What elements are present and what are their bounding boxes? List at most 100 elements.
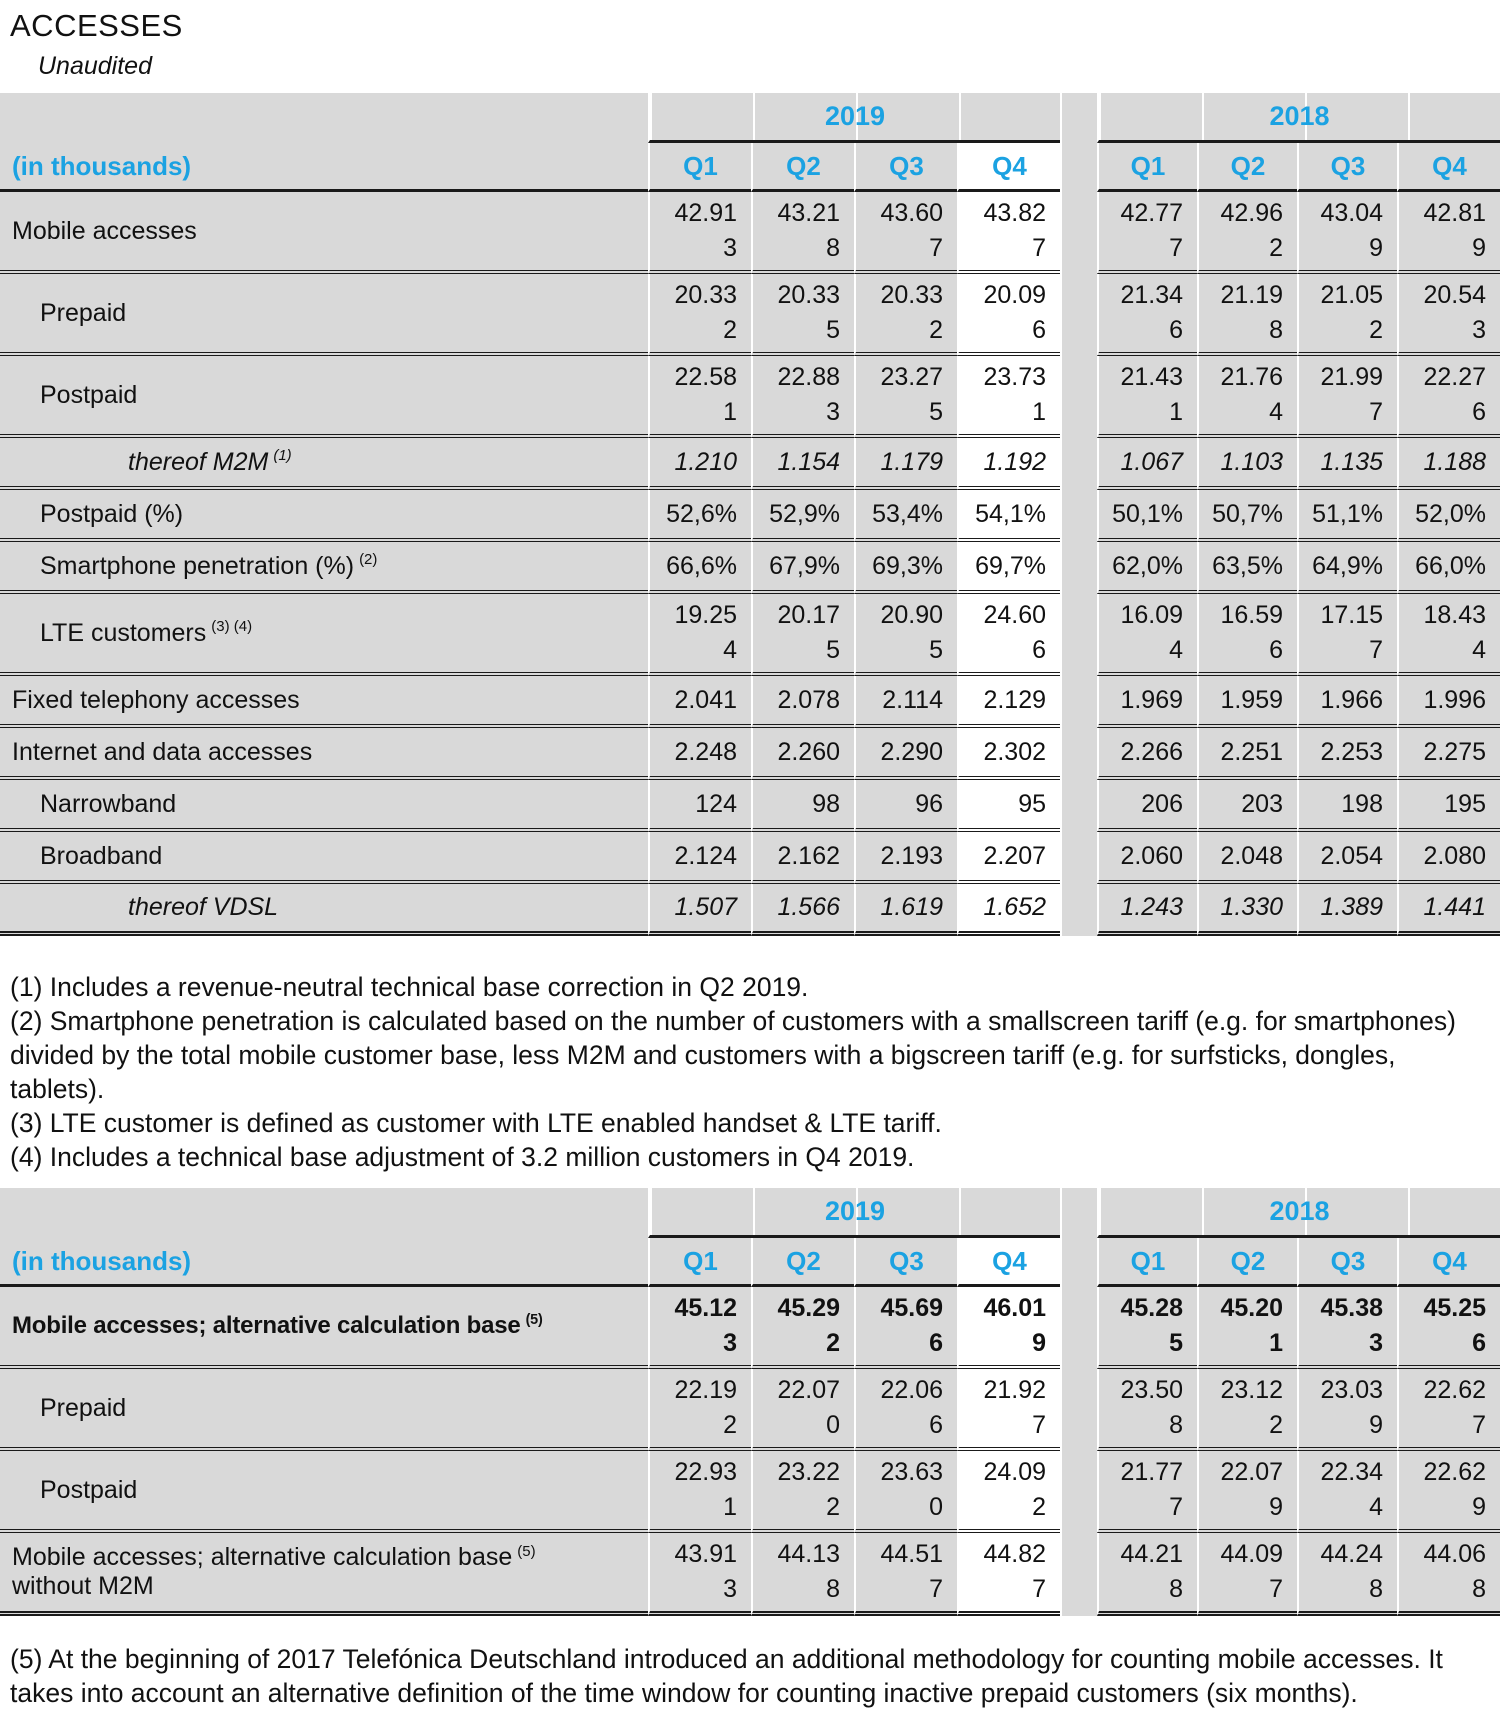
value-cell: 2.248 [648,728,751,780]
value-cell: 20.175 [751,594,854,676]
row-label-text: Postpaid [40,380,138,409]
footnote: (3) LTE customer is defined as customer … [10,1108,942,1138]
column-gap [1060,1287,1097,1369]
value-cell: 20.332 [854,274,957,356]
row-label: Prepaid [0,274,648,356]
value: 24.092 [983,1458,1046,1521]
value-cell: 124 [648,780,751,832]
column-gap [1060,1369,1097,1451]
value-cell: 45.201 [1197,1287,1297,1369]
value-cell: 22.066 [854,1369,957,1451]
value-cell: 2.207 [957,832,1060,884]
value-cell: 52,9% [751,490,854,542]
value-cell: 2.266 [1097,728,1197,780]
footnote-ref: (5) [525,1312,543,1328]
value-cell: 52,0% [1397,490,1500,542]
value-cell: 2.193 [854,832,957,884]
row-label-line2: without M2M [12,1572,154,1600]
value-cell: 1.192 [957,438,1060,490]
year-header-2019: 2019 [648,1188,1060,1238]
row-label: Prepaid [0,1369,648,1451]
value: 43.913 [674,1540,737,1603]
value-cell: 44.827 [957,1533,1060,1616]
value-cell: 69,7% [957,542,1060,594]
value-cell: 22.070 [751,1369,854,1451]
row-label-text: Prepaid [40,1393,127,1422]
value: 45.123 [674,1294,737,1357]
value: 1.996 [1423,685,1486,714]
value-cell: 1.389 [1297,884,1397,936]
row-label-text: Postpaid [40,1475,138,1504]
row-label: thereof M2M (1) [0,438,648,490]
column-gap [1060,490,1097,542]
value: 22.931 [674,1458,737,1521]
value-cell: 1.103 [1197,438,1297,490]
value: 2.266 [1120,737,1183,766]
value: 52,9% [769,499,840,528]
value: 1.507 [674,893,737,921]
value-cell: 2.302 [957,728,1060,780]
table-row: Prepaid 20.332 20.335 20.332 20.096 21.346 21.… [0,274,1500,356]
table-row: Smartphone penetration (%) (2) 66,6% 67,9% 6… [0,542,1500,594]
value-cell: 1.959 [1197,676,1297,728]
value-cell: 2.114 [854,676,957,728]
row-label-text: Fixed telephony accesses [12,685,300,714]
value: 20.332 [880,281,943,344]
value-cell: 1.154 [751,438,854,490]
value-cell: 2.048 [1197,832,1297,884]
quarter-header: Q2 [751,1238,854,1287]
value-cell: 23.222 [751,1451,854,1533]
value: 22.883 [777,363,840,426]
quarter-header: Q2 [1197,143,1297,192]
value: 20.335 [777,281,840,344]
value: 2.078 [777,685,840,714]
value: 2.162 [777,841,840,870]
table-row: Postpaid (%) 52,6% 52,9% 53,4% 54,1% 50,1% 50,… [0,490,1500,542]
row-label-text: Prepaid [40,298,127,327]
value-cell: 1.619 [854,884,957,936]
value-cell: 24.092 [957,1451,1060,1533]
value: 2.253 [1320,737,1383,766]
footnote: (5) At the beginning of 2017 Telefónica … [10,1644,1443,1708]
year-header-2018: 2018 [1097,1188,1500,1238]
quarter-header: Q4 [957,143,1060,192]
column-gap [1060,676,1097,728]
quarter-header: Q4 [1397,1238,1500,1287]
value-cell: 20.332 [648,274,751,356]
year-row-spacer [0,1188,648,1238]
table-row: thereof M2M (1) 1.210 1.154 1.179 1.192 1.067 1… [0,438,1500,490]
column-gap [1060,1533,1097,1616]
value: 1.154 [777,447,840,476]
row-label-text: Mobile accesses; alternative calculation… [12,1312,543,1339]
value-cell: 1.210 [648,438,751,490]
value: 1.389 [1320,893,1383,921]
row-label: Mobile accesses; alternative calculation… [0,1533,648,1616]
value: 67,9% [769,551,840,580]
value: 44.138 [777,1540,840,1603]
value-cell: 44.248 [1297,1533,1397,1616]
row-label: Postpaid [0,1451,648,1533]
value-cell: 21.777 [1097,1451,1197,1533]
value: 1.566 [777,893,840,921]
value: 43.607 [880,199,943,262]
table-row: Fixed telephony accesses 2.041 2.078 2.114 2… [0,676,1500,728]
quarter-header: Q1 [1097,1238,1197,1287]
value: 43.827 [983,199,1046,262]
value-cell: 46.019 [957,1287,1060,1369]
value-cell: 23.122 [1197,1369,1297,1451]
value-cell: 43.913 [648,1533,751,1616]
value-cell: 42.819 [1397,192,1500,274]
value: 66,0% [1415,551,1486,580]
row-label-text: Smartphone penetration (%) (2) [40,551,378,580]
column-gap [1060,438,1097,490]
value-cell: 22.581 [648,356,751,438]
page-title: ACCESSES [10,8,183,43]
value: 2.080 [1423,841,1486,870]
value-cell: 42.777 [1097,192,1197,274]
column-gap [1060,780,1097,832]
value: 44.827 [983,1540,1046,1603]
footnote: (2) Smartphone penetration is calculated… [10,1006,1456,1104]
value-cell: 98 [751,780,854,832]
table-row: Mobile accesses 42.913 43.218 43.607 43.827 4… [0,192,1500,274]
value: 45.256 [1423,1294,1486,1357]
